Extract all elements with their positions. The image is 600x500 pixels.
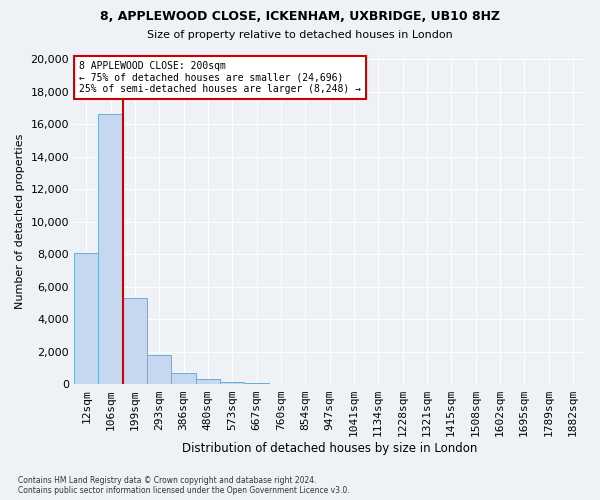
Bar [220, 382, 244, 384]
Bar [98, 114, 123, 384]
Text: 8, APPLEWOOD CLOSE, ICKENHAM, UXBRIDGE, UB10 8HZ: 8, APPLEWOOD CLOSE, ICKENHAM, UXBRIDGE, … [100, 10, 500, 23]
Bar [123, 298, 147, 384]
Text: 8 APPLEWOOD CLOSE: 200sqm
← 75% of detached houses are smaller (24,696)
25% of s: 8 APPLEWOOD CLOSE: 200sqm ← 75% of detac… [79, 60, 361, 94]
Y-axis label: Number of detached properties: Number of detached properties [15, 134, 25, 310]
Bar [172, 373, 196, 384]
Bar [244, 383, 269, 384]
Bar [147, 355, 172, 384]
Text: Contains HM Land Registry data © Crown copyright and database right 2024.
Contai: Contains HM Land Registry data © Crown c… [18, 476, 350, 495]
Text: Size of property relative to detached houses in London: Size of property relative to detached ho… [147, 30, 453, 40]
Bar [74, 252, 98, 384]
Bar [196, 380, 220, 384]
X-axis label: Distribution of detached houses by size in London: Distribution of detached houses by size … [182, 442, 477, 455]
